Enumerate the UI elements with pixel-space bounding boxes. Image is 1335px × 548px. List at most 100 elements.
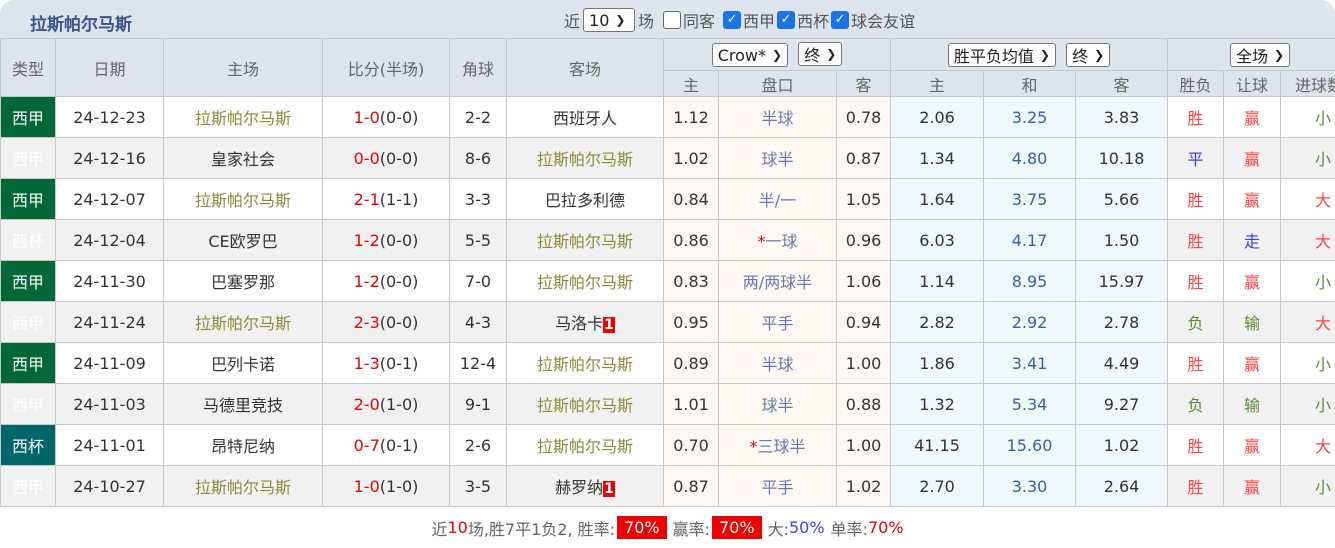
euro-home-odds: 1.86 [891,343,984,384]
euro-home-odds: 2.70 [891,466,984,507]
match-count-select[interactable]: 10❯ [583,8,635,32]
score[interactable]: 2-0(1-0) [323,384,450,425]
euro-away-odds: 15.97 [1076,261,1168,302]
col-asian-home: 主 [664,71,719,97]
over-under-result: 大 [1281,220,1335,261]
table-row[interactable]: 西甲 24-11-09 巴列卡诺 1-3(0-1) 12-4 拉斯帕尔马斯 0.… [1,343,1335,384]
euro-type-select[interactable]: 胜平负均值❯ [948,43,1056,67]
home-team[interactable]: 马德里竞技 [164,384,323,425]
over-under-result: 小 [1281,261,1335,302]
result: 胜 [1168,425,1224,466]
asian-line: 球半 [719,384,837,425]
home-team[interactable]: 拉斯帕尔马斯 [164,97,323,138]
euro-draw-odds: 3.30 [984,466,1076,507]
away-team[interactable]: 西班牙人 [507,97,664,138]
score[interactable]: 2-3(0-0) [323,302,450,343]
handicap-result: 赢 [1224,97,1281,138]
competition-type: 西甲 [1,384,56,425]
away-team[interactable]: 马洛卡1 [507,302,664,343]
asian-away-odds: 1.05 [837,179,891,220]
checkbox-label: 西杯 [797,8,829,32]
home-team[interactable]: 皇家社会 [164,138,323,179]
away-team[interactable]: 赫罗纳1 [507,466,664,507]
score[interactable]: 1-2(0-0) [323,220,450,261]
match-date: 24-11-01 [56,425,164,466]
asian-stage-select[interactable]: 终❯ [798,42,842,66]
col-asian-away: 客 [837,71,891,97]
corners: 2-2 [450,97,507,138]
col-home: 主场 [164,39,323,97]
over-under-result: 大 [1281,302,1335,343]
euro-draw-odds: 5.34 [984,384,1076,425]
home-team[interactable]: 拉斯帕尔马斯 [164,302,323,343]
away-team[interactable]: 拉斯帕尔马斯 [507,261,664,302]
away-team[interactable]: 拉斯帕尔马斯 [507,384,664,425]
asian-line: 两/两球半 [719,261,837,302]
asian-away-odds: 1.06 [837,261,891,302]
table-row[interactable]: 西甲 24-10-27 拉斯帕尔马斯 1-0(1-0) 3-5 赫罗纳1 0.8… [1,466,1335,507]
asian-line: 球半 [719,138,837,179]
table-row[interactable]: 西杯 24-12-04 CE欧罗巴 1-2(0-0) 5-5 拉斯帕尔马斯 0.… [1,220,1335,261]
euro-stage-select[interactable]: 终❯ [1066,43,1110,67]
over-under-result: 小 [1281,97,1335,138]
score[interactable]: 1-0(1-0) [323,466,450,507]
corners: 3-5 [450,466,507,507]
table-row[interactable]: 西甲 24-11-24 拉斯帕尔马斯 2-3(0-0) 4-3 马洛卡1 0.9… [1,302,1335,343]
away-team[interactable]: 拉斯帕尔马斯 [507,220,664,261]
away-team[interactable]: 巴拉多利德 [507,179,664,220]
table-row[interactable]: 西甲 24-11-30 巴塞罗那 1-2(0-0) 7-0 拉斯帕尔马斯 0.8… [1,261,1335,302]
home-team[interactable]: 巴塞罗那 [164,261,323,302]
table-row[interactable]: 西甲 24-12-07 拉斯帕尔马斯 2-1(1-1) 3-3 巴拉多利德 0.… [1,179,1335,220]
euro-away-odds: 2.64 [1076,466,1168,507]
table-row[interactable]: 西杯 24-11-01 昂特尼纳 0-7(0-1) 2-6 拉斯帕尔马斯 0.7… [1,425,1335,466]
table-row[interactable]: 西甲 24-12-23 拉斯帕尔马斯 1-0(0-0) 2-2 西班牙人 1.1… [1,97,1335,138]
euro-home-odds: 2.06 [891,97,984,138]
competition-type: 西杯 [1,425,56,466]
competition-type: 西甲 [1,97,56,138]
away-team[interactable]: 拉斯帕尔马斯 [507,343,664,384]
euro-draw-odds: 2.92 [984,302,1076,343]
away-team[interactable]: 拉斯帕尔马斯 [507,138,664,179]
asian-away-odds: 1.00 [837,425,891,466]
match-date: 24-11-09 [56,343,164,384]
home-team[interactable]: 昂特尼纳 [164,425,323,466]
checkbox-1[interactable]: ✓ [723,11,741,29]
euro-away-odds: 4.49 [1076,343,1168,384]
result: 胜 [1168,220,1224,261]
handicap-result: 赢 [1224,179,1281,220]
asian-home-odds: 0.87 [664,466,719,507]
asian-company-select[interactable]: Crow*❯ [712,43,788,67]
match-date: 24-12-04 [56,220,164,261]
checkbox-2[interactable]: ✓ [777,11,795,29]
away-team[interactable]: 拉斯帕尔马斯 [507,425,664,466]
score[interactable]: 0-7(0-1) [323,425,450,466]
score[interactable]: 1-2(0-0) [323,261,450,302]
result: 胜 [1168,343,1224,384]
checkbox-3[interactable]: ✓ [831,11,849,29]
euro-away-odds: 2.78 [1076,302,1168,343]
score[interactable]: 1-3(0-1) [323,343,450,384]
handicap-result: 赢 [1224,466,1281,507]
checkbox-0[interactable] [663,11,681,29]
table-row[interactable]: 西甲 24-12-16 皇家社会 0-0(0-0) 8-6 拉斯帕尔马斯 1.0… [1,138,1335,179]
euro-away-odds: 5.66 [1076,179,1168,220]
home-team[interactable]: CE欧罗巴 [164,220,323,261]
odd-rate: 70% [868,518,904,537]
home-team[interactable]: 拉斯帕尔马斯 [164,179,323,220]
score[interactable]: 2-1(1-1) [323,179,450,220]
score[interactable]: 0-0(0-0) [323,138,450,179]
over-rate: 50% [789,518,825,537]
period-select[interactable]: 全场❯ [1230,43,1290,67]
euro-home-odds: 1.34 [891,138,984,179]
table-row[interactable]: 西甲 24-11-03 马德里竞技 2-0(1-0) 9-1 拉斯帕尔马斯 1.… [1,384,1335,425]
competition-type: 西甲 [1,343,56,384]
col-corner: 角球 [450,39,507,97]
euro-home-odds: 1.64 [891,179,984,220]
chevron-down-icon: ❯ [1040,48,1050,62]
col-euro-away: 客 [1076,71,1168,97]
home-team[interactable]: 拉斯帕尔马斯 [164,466,323,507]
asian-home-odds: 0.89 [664,343,719,384]
home-team[interactable]: 巴列卡诺 [164,343,323,384]
score[interactable]: 1-0(0-0) [323,97,450,138]
checkbox-label: 西甲 [743,8,775,32]
